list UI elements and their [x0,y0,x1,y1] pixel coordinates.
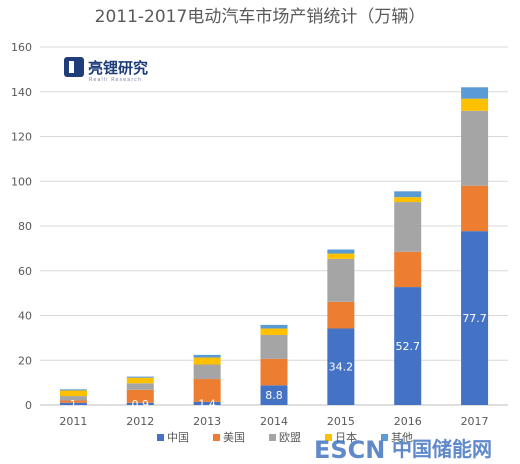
bar-segment [126,389,154,403]
bar-segment [59,402,87,405]
data-label: 0.9 [132,398,150,411]
bar-segment [193,401,221,405]
y-tick-label: 160 [11,41,32,54]
bar-segment [260,324,288,329]
logo-subtext: Realli Research [89,77,142,83]
data-label: 77.7 [462,312,487,325]
y-axis: 0 20 40 60 80 100 120 140 160 [11,41,32,412]
x-tick-label: 2011 [59,415,87,428]
bar-segment [394,251,422,288]
bar-segment [327,328,355,405]
bar-segment [461,231,489,405]
bar-segment [461,110,489,186]
legend-label: 其他 [391,431,413,444]
bar-segment [193,357,221,365]
data-label: 8.8 [265,389,283,402]
bar-segment [461,87,489,99]
data-label: 1.4 [198,397,216,410]
legend-label: 美国 [223,431,245,444]
legend-swatch [157,434,164,441]
legend-label: 欧盟 [279,431,301,444]
bar-segment [327,301,355,329]
bar-segment [260,334,288,359]
x-tick-label: 2017 [461,415,489,428]
bar-segment [126,383,154,390]
y-tick-label: 40 [18,310,32,323]
data-label: 1 [70,398,77,411]
x-tick-label: 2016 [394,415,422,428]
legend-label: 中国 [167,431,189,444]
bar-segment [193,364,221,380]
logo: 亮锂研究 Realli Research [64,57,148,83]
bar-segment [260,358,288,386]
y-tick-label: 80 [18,220,32,233]
y-tick-label: 60 [18,265,32,278]
x-tick-label: 2012 [126,415,154,428]
legend-label: 日本 [335,430,357,444]
bar-segment [59,390,87,397]
bar-segment [394,287,422,405]
bar-segment [260,328,288,335]
logo-mark-inner [69,61,74,73]
bar-segment [260,385,288,405]
x-tick-label: 2013 [193,415,221,428]
y-tick-label: 120 [11,131,32,144]
bar-segment [59,396,87,401]
bar-segment [126,376,154,378]
bar-segment [461,98,489,111]
watermark-chinese: 中国储能网 [392,437,492,461]
x-axis: 2011 2012 2013 2014 2015 2016 2017 [59,415,488,428]
legend-swatch [213,434,220,441]
bar-segment [394,191,422,198]
bar-segment [394,197,422,203]
y-tick-label: 20 [18,354,32,367]
watermark-latin: ESCN [314,436,385,464]
bar-segment [327,253,355,259]
x-tick-label: 2015 [327,415,355,428]
logo-text: 亮锂研究 [88,59,148,77]
y-tick-label: 140 [11,86,32,99]
bar-segment [193,379,221,402]
bar-segment [461,185,489,232]
data-label: 34.2 [329,361,354,374]
bar-segment [126,377,154,384]
legend-swatch [325,434,332,441]
bar-segment [394,202,422,252]
y-tick-label: 0 [25,399,32,412]
data-labels: 1 0.9 1.4 8.8 34.2 52.7 77.7 [70,312,487,411]
legend: 中国 美国 欧盟 日本 其他 [157,430,413,444]
x-tick-label: 2014 [260,415,288,428]
bars [59,87,489,405]
data-label: 52.7 [395,340,420,353]
y-tick-label: 100 [11,175,32,188]
bar-segment [327,249,355,254]
bar-segment [59,389,87,391]
bar-segment [59,400,87,403]
watermark: ESCN 中国储能网 [314,436,492,464]
bar-segment [126,402,154,405]
bar-segment [193,354,221,358]
legend-swatch [269,434,276,441]
legend-swatch [381,434,388,441]
chart-title: 2011-2017电动汽车市场产销统计（万辆） [95,7,426,27]
bar-segment [327,258,355,302]
